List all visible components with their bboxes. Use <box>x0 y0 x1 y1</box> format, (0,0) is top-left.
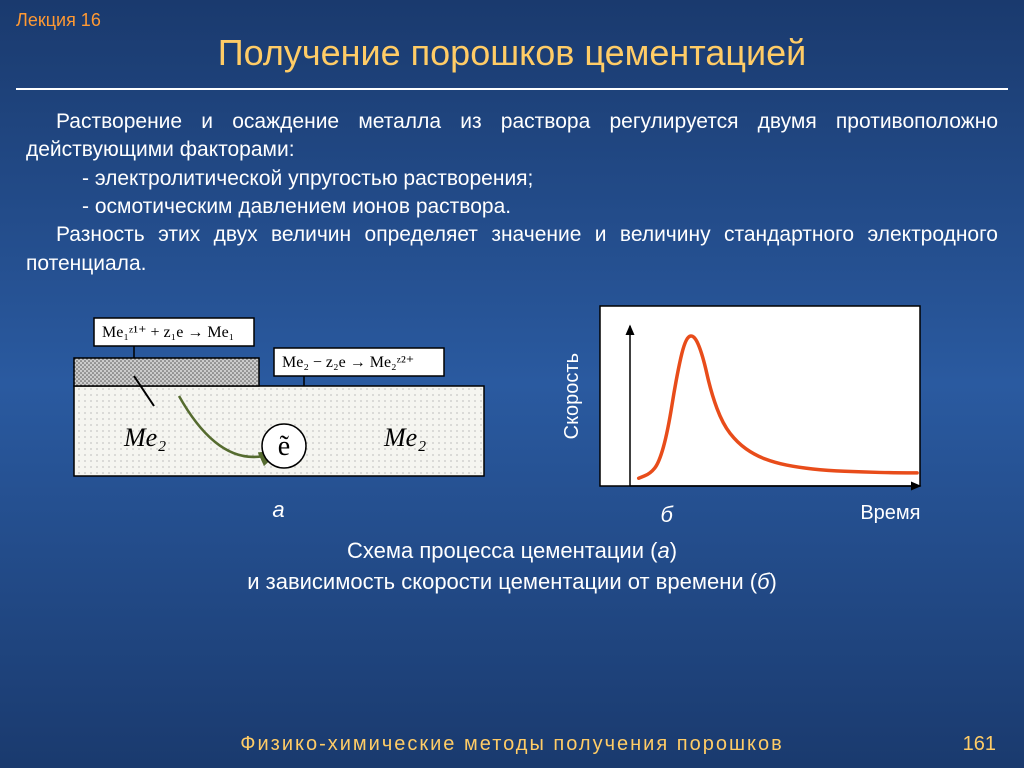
caption-2c: ) <box>769 569 776 594</box>
diagram-b-svg <box>590 296 930 496</box>
footer-text: Физико-химические методы получения порош… <box>0 733 1024 756</box>
para1: Растворение и осаждение металла из раств… <box>26 110 998 161</box>
diagram-b: Скорость б Время <box>561 296 961 526</box>
diagram-b-label: б <box>661 502 673 528</box>
bullet-1: - электролитической упругостью растворен… <box>26 165 998 193</box>
svg-text:Me₂: Me₂ <box>123 423 166 452</box>
para2: Разность этих двух величин определяет зн… <box>26 223 998 274</box>
caption-1c: ) <box>670 538 677 563</box>
svg-text:Me₂ − z₂e → Me₂ᶻ²⁺: Me₂ − z₂e → Me₂ᶻ²⁺ <box>282 354 414 371</box>
svg-text:Me₂: Me₂ <box>383 423 426 452</box>
svg-text:ẽ: ẽ <box>277 431 289 462</box>
body-text: Растворение и осаждение металла из раств… <box>0 108 1024 278</box>
diagrams-row: Me₁ᶻ¹⁺ + z₁e → Me₁ Me₂ − z₂e → Me₂ᶻ²⁺ Me₂ M… <box>0 296 1024 526</box>
svg-text:Me₁ᶻ¹⁺ + z₁e → Me₁: Me₁ᶻ¹⁺ + z₁e → Me₁ <box>102 324 234 341</box>
y-axis-label: Скорость <box>561 353 584 439</box>
diagram-a: Me₁ᶻ¹⁺ + z₁e → Me₁ Me₂ − z₂e → Me₂ᶻ²⁺ Me₂ M… <box>64 296 494 526</box>
lecture-label: Лекция 16 <box>16 10 101 31</box>
caption-1b: а <box>657 538 669 563</box>
x-axis-label: Время <box>860 502 920 528</box>
caption-1a: Схема процесса цементации ( <box>347 538 657 563</box>
diagram-a-svg: Me₁ᶻ¹⁺ + z₁e → Me₁ Me₂ − z₂e → Me₂ᶻ²⁺ Me₂ M… <box>64 296 494 486</box>
figure-caption: Схема процесса цементации (а) и зависимо… <box>0 536 1024 598</box>
diagram-a-label: а <box>64 497 494 523</box>
caption-2b: б <box>757 569 769 594</box>
title-divider <box>16 88 1008 90</box>
bullet-2: - осмотическим давлением ионов раствора. <box>26 193 998 221</box>
page-number: 161 <box>963 733 996 756</box>
slide-title: Получение порошков цементацией <box>0 0 1024 84</box>
caption-2a: и зависимость скорости цементации от вре… <box>247 569 757 594</box>
